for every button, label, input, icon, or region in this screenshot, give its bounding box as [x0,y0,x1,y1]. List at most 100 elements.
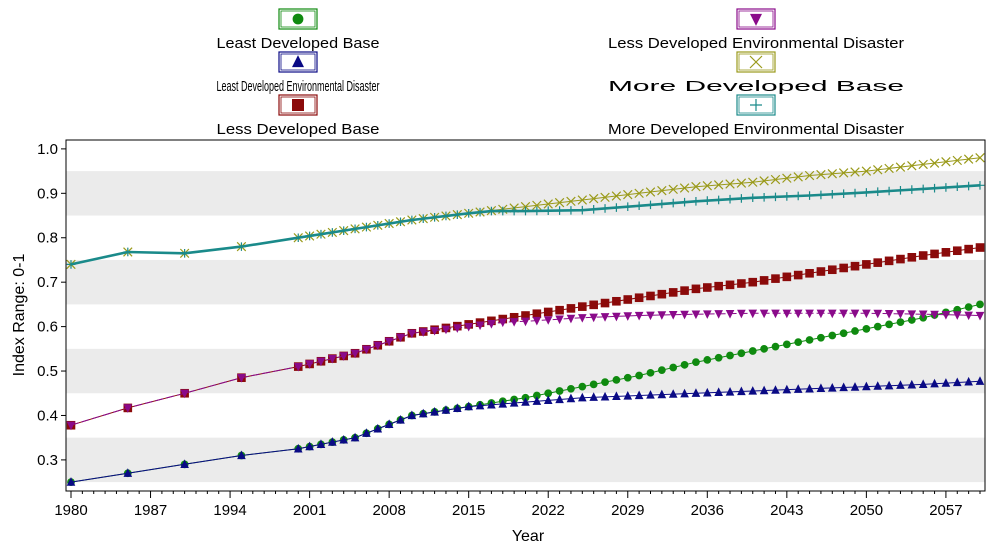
data-point [976,300,984,309]
data-point [862,260,871,269]
data-point [384,219,394,228]
legend-marker-circle-icon [292,13,304,25]
data-point [896,185,905,195]
x-tick-label: 1994 [213,502,246,519]
data-point [566,304,576,313]
data-point [668,288,678,297]
data-point [293,362,303,372]
data-point [623,202,633,211]
data-point [555,394,564,404]
x-tick-label: 2029 [611,502,644,519]
data-point [612,391,621,401]
x-tick-label: 1987 [134,502,167,519]
data-point [589,392,598,401]
data-point [567,384,575,393]
data-point [578,392,587,402]
data-point [941,311,951,320]
data-point [828,331,837,340]
data-point [816,309,826,319]
data-point [600,313,610,322]
data-point [737,349,746,358]
data-point [600,391,610,401]
data-point [748,193,758,203]
data-point [725,309,735,319]
data-point [884,380,894,390]
data-point [692,358,700,367]
data-point [827,169,838,179]
data-point [612,203,621,212]
data-point [679,183,690,193]
data-point [418,214,428,223]
data-point [782,192,792,201]
data-point [123,468,133,477]
data-point [680,388,689,398]
data-point [873,187,883,197]
data-point [373,423,383,433]
data-point [350,224,360,234]
data-point [884,163,894,174]
data-point [543,395,553,405]
data-point [964,181,973,191]
data-point [805,383,814,393]
data-point [305,231,314,241]
data-point [748,277,758,287]
data-point [589,313,598,323]
legend-marker-triangle-down-icon [750,13,762,26]
data-point [498,398,508,408]
data-point [611,191,622,201]
data-point [963,154,974,164]
data-point [873,258,883,267]
data-point [839,189,848,198]
legend-swatch-inner [738,10,774,28]
data-point [373,221,383,230]
data-point [805,268,814,278]
data-point [543,316,553,325]
data-point [827,189,837,199]
data-point [680,197,689,207]
data-point [896,380,905,389]
data-point [521,206,530,216]
data-point [521,311,530,320]
legend-marker-square-icon [292,99,304,111]
data-point [441,405,451,414]
data-point [543,307,553,317]
data-point [827,265,837,275]
grid-band [66,348,985,394]
data-point [532,396,542,405]
data-point [634,390,644,400]
data-point [430,406,439,416]
data-point [328,228,337,237]
data-point [839,309,848,319]
data-point [293,443,303,453]
data-point [805,309,814,319]
data-point [702,181,713,191]
data-point [975,243,985,252]
data-point [703,196,712,205]
data-point [657,311,667,320]
data-point [759,193,769,202]
x-tick-label: 1980 [54,502,87,519]
data-point [555,206,564,215]
data-point [669,363,678,372]
y-tick-label: 0.7 [37,274,58,291]
data-point [850,167,860,177]
data-point [680,360,689,369]
legend-item-least-developed-environmental-disaster: Least Developed Environmental Disaster [217,51,380,95]
data-point [793,172,803,182]
data-point [691,388,701,397]
data-point [589,380,598,389]
data-point [941,378,951,387]
data-point [350,349,360,359]
data-point [907,310,917,319]
data-point [873,322,882,331]
data-point [237,374,246,383]
data-point [964,244,973,254]
legend-swatch-inner [738,53,774,71]
data-point [748,309,758,319]
x-tick-label: 2036 [691,502,724,519]
legend-item-less-developed-environmental-disaster: Less Developed Environmental Disaster [608,8,904,52]
data-point [578,314,587,323]
data-point [759,309,769,319]
data-point [509,318,519,327]
